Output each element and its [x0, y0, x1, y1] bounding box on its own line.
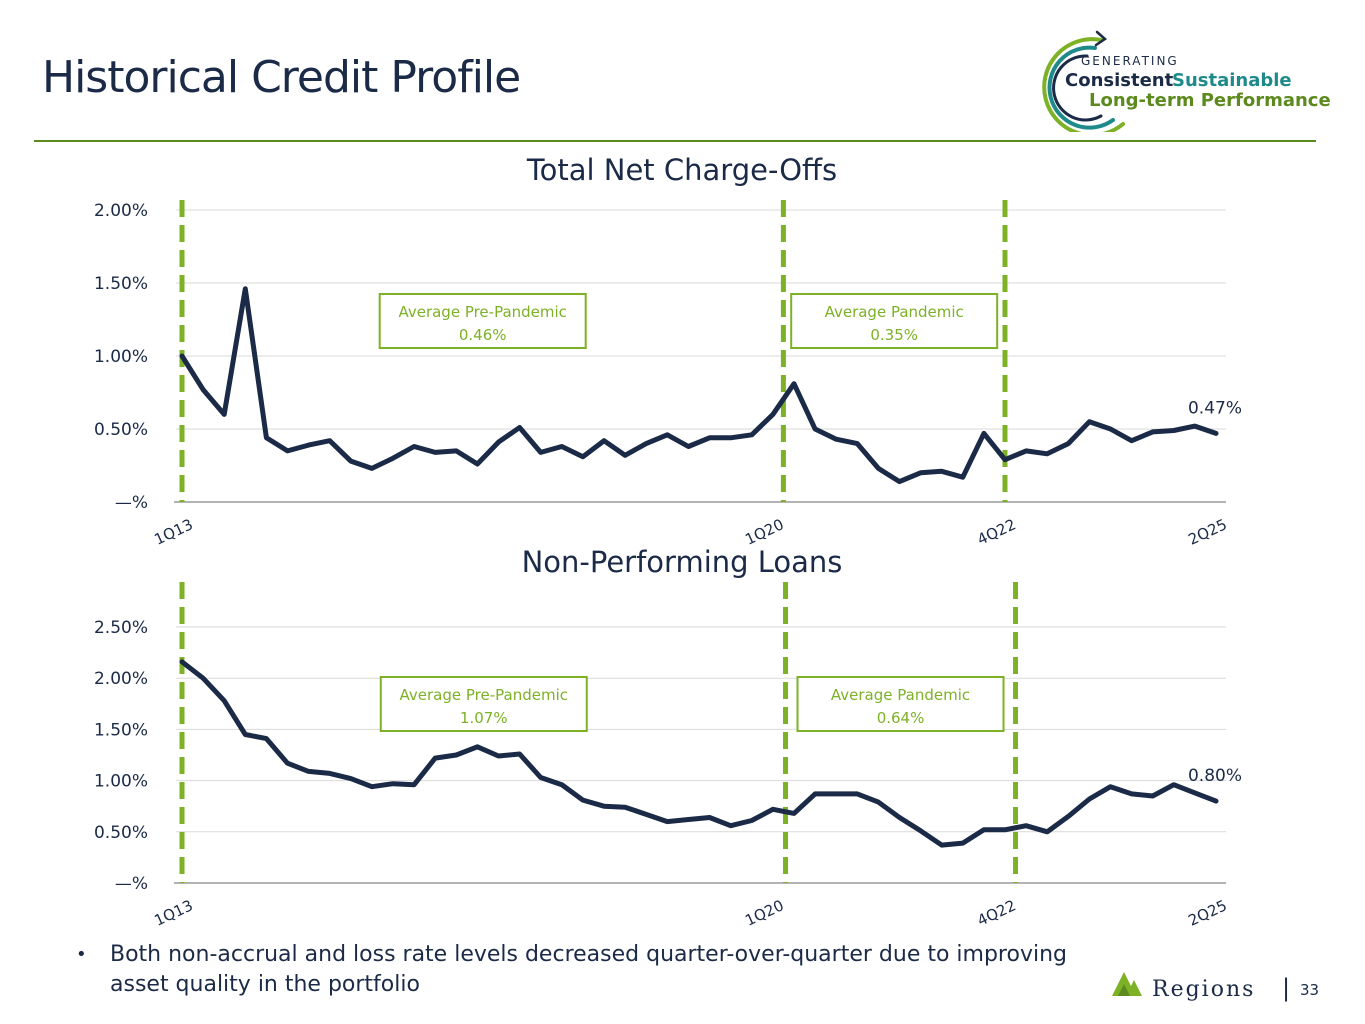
- footnote-text: Both non-accrual and loss rate levels de…: [110, 942, 1067, 997]
- average-box: Average Pre-Pandemic 0.46%: [378, 293, 587, 349]
- non-performing-loans-chart: Non-Performing Loans —% 0.50% 1.00% 1.50% 2.0…: [0, 540, 1365, 930]
- average-label: Average Pre-Pandemic: [400, 686, 568, 704]
- page-title: Historical Credit Profile: [42, 52, 521, 103]
- logo-consistent: Consistent: [1065, 70, 1174, 91]
- y-tick-label: —%: [115, 874, 148, 894]
- npl-chart-title: Non-Performing Loans: [522, 545, 843, 579]
- logo-swoosh-icon: [1042, 30, 1125, 132]
- y-tick-label: —%: [115, 493, 148, 513]
- npl-end-label: 0.80%: [1188, 766, 1242, 786]
- brand-separator: |: [1282, 974, 1290, 1002]
- x-tick-label: 1Q20: [742, 896, 786, 929]
- x-tick-label: 1Q13: [151, 896, 195, 929]
- average-box-frame: [378, 293, 587, 349]
- average-label: Average Pandemic: [831, 686, 970, 704]
- logo-long-term: Long-term Performance: [1089, 90, 1331, 111]
- y-tick-label: 1.50%: [94, 274, 148, 294]
- average-box: Average Pandemic 0.35%: [790, 293, 999, 349]
- net-charge-offs-chart: Total Net Charge-Offs —% 0.50% 1.00% 1.50% 2.…: [0, 150, 1365, 545]
- y-tick-label: 1.50%: [94, 720, 148, 740]
- x-tick-label: 2Q25: [1185, 896, 1229, 929]
- y-tick-label: 1.00%: [94, 772, 148, 792]
- average-value: 0.64%: [877, 709, 925, 727]
- non-performing-loans-chart-svg: Non-Performing Loans —% 0.50% 1.00% 1.50% 2.0…: [94, 545, 1242, 930]
- y-tick-label: 0.50%: [94, 420, 148, 440]
- logo-generating: GENERATING: [1081, 54, 1179, 68]
- average-label: Average Pandemic: [825, 303, 964, 321]
- nco-chart-title: Total Net Charge-Offs: [526, 153, 837, 187]
- nco-series-line: [179, 286, 1219, 485]
- y-tick-label: 1.00%: [94, 347, 148, 367]
- regions-wordmark: Regions: [1152, 977, 1255, 1002]
- y-tick-label: 2.00%: [94, 201, 148, 221]
- regions-triangle-icon: [1112, 972, 1142, 996]
- average-box-frame: [379, 676, 588, 732]
- logo: GENERATING Consistent Sustainable Long-t…: [1042, 30, 1331, 132]
- nco-end-label: 0.47%: [1188, 398, 1242, 418]
- net-charge-offs-chart-svg: Total Net Charge-Offs —% 0.50% 1.00% 1.50% 2.…: [94, 153, 1242, 545]
- average-box-frame: [790, 293, 999, 349]
- npl-series-line: [179, 659, 1219, 848]
- x-tick-label: 4Q22: [974, 896, 1018, 929]
- average-label: Average Pre-Pandemic: [398, 303, 566, 321]
- average-value: 1.07%: [460, 709, 508, 727]
- y-tick-label: 2.50%: [94, 618, 148, 638]
- average-value: 0.46%: [459, 326, 507, 344]
- logo-sustainable: Sustainable: [1172, 70, 1292, 91]
- average-value: 0.35%: [870, 326, 918, 344]
- title-divider: [34, 140, 1316, 142]
- average-box: Average Pandemic 0.64%: [796, 676, 1005, 732]
- y-tick-label: 0.50%: [94, 823, 148, 843]
- average-box: Average Pre-Pandemic 1.07%: [379, 676, 588, 732]
- regions-brand: Regions | 33: [1112, 972, 1319, 1002]
- footnote: • Both non-accrual and loss rate levels …: [76, 940, 1076, 1000]
- page-number: 33: [1300, 981, 1319, 999]
- y-tick-label: 2.00%: [94, 669, 148, 689]
- bullet-icon: •: [76, 944, 87, 965]
- average-box-frame: [796, 676, 1005, 732]
